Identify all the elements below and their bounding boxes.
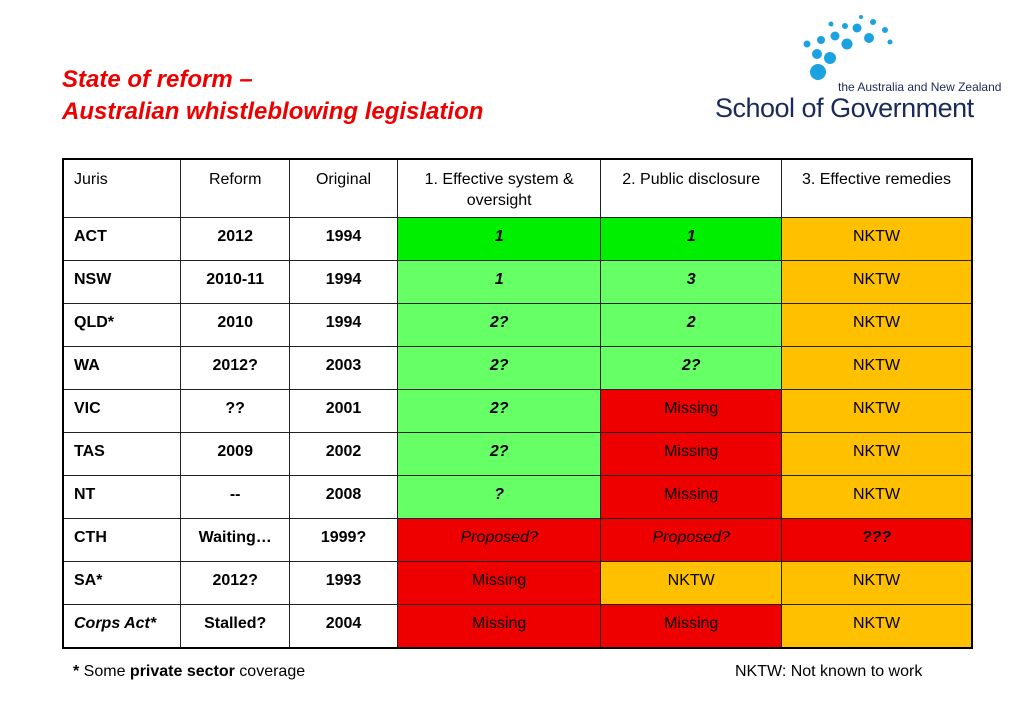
table-row: NT -- 2008 ? Missing NKTW bbox=[62, 475, 973, 519]
table-row: TAS 2009 2002 2? Missing NKTW bbox=[62, 432, 973, 476]
cell-disclosure: 2? bbox=[600, 346, 782, 390]
cell-remedies: NKTW bbox=[780, 389, 973, 433]
cell-original: 1999? bbox=[289, 518, 398, 562]
footnote-bold: private sector bbox=[129, 663, 235, 680]
title-line-2: Australian whistleblowing legislation bbox=[62, 98, 484, 125]
cell-disclosure: Missing bbox=[600, 432, 782, 476]
header-public-disclosure: 2. Public disclosure bbox=[600, 158, 782, 218]
cell-disclosure: 2 bbox=[600, 303, 782, 347]
cell-juris: Corps Act* bbox=[62, 604, 182, 649]
cell-remedies: NKTW bbox=[780, 604, 973, 649]
table-row: WA 2012? 2003 2? 2? NKTW bbox=[62, 346, 973, 390]
cell-remedies: NKTW bbox=[780, 217, 973, 261]
footnote-star: * bbox=[73, 663, 80, 680]
footnote-some: Some bbox=[79, 663, 130, 680]
header-original: Original bbox=[289, 158, 398, 218]
cell-reform: 2010-11 bbox=[180, 260, 291, 304]
cell-system: 2? bbox=[396, 346, 602, 390]
logo-name: School of Government bbox=[715, 93, 974, 123]
cell-reform: Stalled? bbox=[180, 604, 291, 649]
cell-original: 1993 bbox=[289, 561, 398, 605]
cell-reform: 2010 bbox=[180, 303, 291, 347]
logo-subtitle: the Australia and New Zealand bbox=[838, 80, 1002, 94]
cell-disclosure: NKTW bbox=[600, 561, 782, 605]
table-row: CTH Waiting… 1999? Proposed? Proposed? ?… bbox=[62, 518, 973, 562]
cell-reform: 2012? bbox=[180, 561, 291, 605]
table-row: ACT 2012 1994 1 1 NKTW bbox=[62, 217, 973, 261]
cell-reform: -- bbox=[180, 475, 291, 519]
cell-original: 2002 bbox=[289, 432, 398, 476]
cell-disclosure: 1 bbox=[600, 217, 782, 261]
cell-original: 2004 bbox=[289, 604, 398, 649]
header-reform: Reform bbox=[180, 158, 291, 218]
cell-reform: 2012 bbox=[180, 217, 291, 261]
header-effective-system: 1. Effective system & oversight bbox=[396, 158, 602, 218]
cell-system: Proposed? bbox=[396, 518, 602, 562]
cell-juris: QLD* bbox=[62, 303, 182, 347]
cell-system: 1 bbox=[396, 217, 602, 261]
cell-juris: CTH bbox=[62, 518, 182, 562]
cell-juris: SA* bbox=[62, 561, 182, 605]
cell-disclosure: 3 bbox=[600, 260, 782, 304]
cell-juris: NSW bbox=[62, 260, 182, 304]
cell-system: Missing bbox=[396, 561, 602, 605]
cell-original: 1994 bbox=[289, 303, 398, 347]
table-header-row: Juris Reform Original 1. Effective syste… bbox=[62, 158, 973, 218]
cell-reform: Waiting… bbox=[180, 518, 291, 562]
cell-reform: ?? bbox=[180, 389, 291, 433]
cell-system: 2? bbox=[396, 432, 602, 476]
cell-juris: ACT bbox=[62, 217, 182, 261]
header-effective-remedies: 3. Effective remedies bbox=[780, 158, 973, 218]
cell-system: 2? bbox=[396, 389, 602, 433]
title-line-1: State of reform – bbox=[62, 66, 253, 93]
cell-system: 2? bbox=[396, 303, 602, 347]
footnote-rest: coverage bbox=[234, 663, 306, 680]
cell-remedies: ??? bbox=[780, 518, 973, 562]
cell-original: 2001 bbox=[289, 389, 398, 433]
cell-disclosure: Missing bbox=[600, 389, 782, 433]
cell-remedies: NKTW bbox=[780, 561, 973, 605]
cell-disclosure: Missing bbox=[600, 604, 782, 649]
cell-reform: 2009 bbox=[180, 432, 291, 476]
cell-original: 1994 bbox=[289, 260, 398, 304]
slide-title: State of reform – Australian whistleblow… bbox=[62, 64, 483, 128]
cell-remedies: NKTW bbox=[780, 303, 973, 347]
cell-reform: 2012? bbox=[180, 346, 291, 390]
footnote-private-sector: * Some private sector coverage bbox=[73, 663, 305, 681]
cell-original: 2003 bbox=[289, 346, 398, 390]
cell-remedies: NKTW bbox=[780, 432, 973, 476]
cell-juris: WA bbox=[62, 346, 182, 390]
school-of-government-logo: the Australia and New Zealand School of … bbox=[715, 14, 1005, 124]
cell-juris: VIC bbox=[62, 389, 182, 433]
legislation-table: Juris Reform Original 1. Effective syste… bbox=[62, 158, 973, 649]
cell-remedies: NKTW bbox=[780, 475, 973, 519]
nktw-legend: NKTW: Not known to work bbox=[735, 663, 923, 680]
cell-juris: TAS bbox=[62, 432, 182, 476]
cell-original: 1994 bbox=[289, 217, 398, 261]
table-row: VIC ?? 2001 2? Missing NKTW bbox=[62, 389, 973, 433]
table-row: QLD* 2010 1994 2? 2 NKTW bbox=[62, 303, 973, 347]
cell-system: Missing bbox=[396, 604, 602, 649]
cell-remedies: NKTW bbox=[780, 260, 973, 304]
cell-juris: NT bbox=[62, 475, 182, 519]
cell-original: 2008 bbox=[289, 475, 398, 519]
header-juris: Juris bbox=[62, 158, 182, 218]
cell-system: ? bbox=[396, 475, 602, 519]
table-row: Corps Act* Stalled? 2004 Missing Missing… bbox=[62, 604, 973, 649]
cell-remedies: NKTW bbox=[780, 346, 973, 390]
cell-system: 1 bbox=[396, 260, 602, 304]
table-row: NSW 2010-11 1994 1 3 NKTW bbox=[62, 260, 973, 304]
table-row: SA* 2012? 1993 Missing NKTW NKTW bbox=[62, 561, 973, 605]
dots-logo-icon bbox=[803, 15, 893, 80]
cell-disclosure: Proposed? bbox=[600, 518, 782, 562]
cell-disclosure: Missing bbox=[600, 475, 782, 519]
